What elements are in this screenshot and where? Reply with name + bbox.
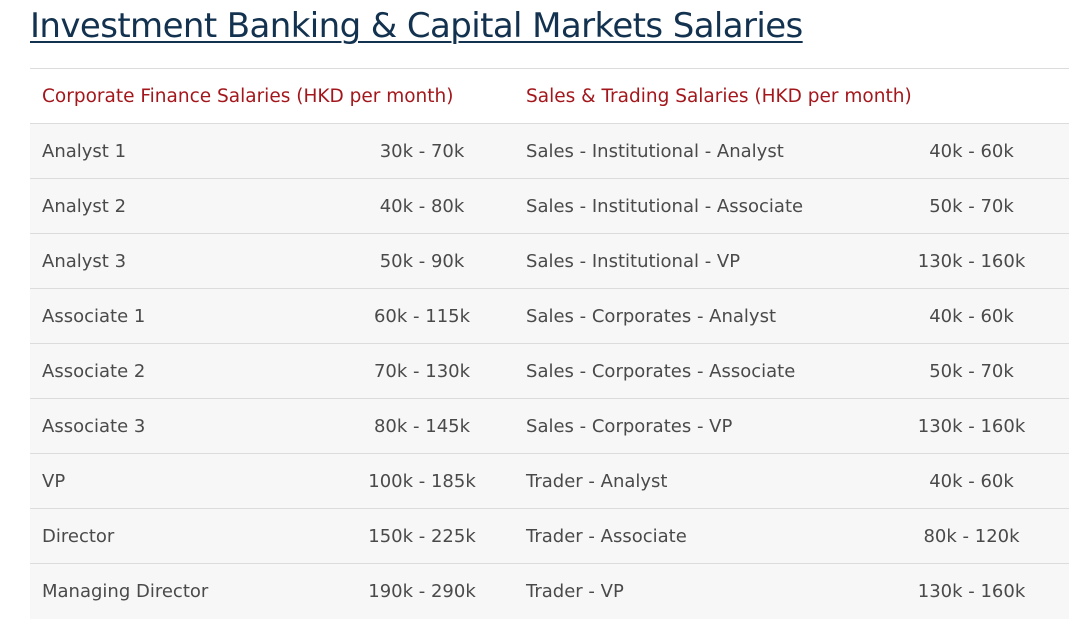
salary-table: Corporate Finance Salaries (HKD per mont…: [30, 68, 1070, 619]
st-range-cell: 40k - 60k: [929, 305, 1014, 327]
st-role-cell: Sales - Corporates - Analyst: [526, 305, 777, 327]
cf-role-cell: Analyst 3: [42, 250, 127, 272]
cf-role-cell: Associate 2: [42, 360, 146, 382]
cf-range-cell: 40k - 80k: [379, 195, 465, 217]
st-range-cell: 130k - 160k: [917, 580, 1026, 602]
cf-role-cell: Analyst 2: [42, 195, 127, 217]
st-range-cell: 50k - 70k: [929, 360, 1014, 382]
st-role-cell: Trader - Associate: [526, 525, 687, 547]
cf-range-cell: 30k - 70k: [379, 140, 465, 162]
st-role-cell: Sales - Corporates - Associate: [526, 360, 796, 382]
cf-range-cell: 60k - 115k: [373, 305, 471, 327]
cf-role-cell: VP: [42, 470, 66, 492]
cf-range-cell: 70k - 130k: [373, 360, 471, 382]
st-range-cell: 130k - 160k: [917, 250, 1026, 272]
cf-role-cell: Associate 1: [42, 305, 146, 327]
table-row: Associate 1 60k - 115k Sales - Corporate…: [30, 288, 1070, 344]
st-range-cell: 40k - 60k: [929, 140, 1014, 162]
st-role-cell: Trader - Analyst: [526, 470, 668, 492]
cf-range-cell: 190k - 290k: [368, 580, 476, 602]
table-row: Analyst 2 40k - 80k Sales - Institutiona…: [30, 178, 1070, 234]
st-range-cell: 130k - 160k: [917, 415, 1026, 437]
cf-range-cell: 80k - 145k: [373, 415, 471, 437]
st-role-cell: Sales - Corporates - VP: [526, 415, 733, 437]
cf-role-cell: Managing Director: [42, 580, 209, 602]
st-range-cell: 80k - 120k: [923, 525, 1020, 547]
st-range-cell: 40k - 60k: [929, 470, 1014, 492]
table-row: Analyst 1 30k - 70k Sales - Institutiona…: [30, 123, 1070, 179]
cf-role-cell: Director: [42, 525, 115, 547]
st-role-cell: Sales - Institutional - VP: [526, 250, 741, 272]
st-role-cell: Sales - Institutional - Analyst: [526, 140, 784, 162]
table-row: Analyst 3 50k - 90k Sales - Institutiona…: [30, 233, 1070, 289]
st-role-cell: Sales - Institutional - Associate: [526, 195, 804, 217]
st-role-cell: Trader - VP: [526, 580, 624, 602]
cf-range-cell: 150k - 225k: [368, 525, 476, 547]
cf-range-cell: 50k - 90k: [379, 250, 465, 272]
table-row: Director 150k - 225k Trader - Associate …: [30, 508, 1070, 564]
cf-role-cell: Associate 3: [42, 415, 146, 437]
cf-range-cell: 100k - 185k: [368, 470, 476, 492]
sales-trading-header: Sales & Trading Salaries (HKD per month): [526, 85, 912, 107]
table-row: Managing Director 190k - 290k Trader - V…: [30, 563, 1070, 619]
cf-role-cell: Analyst 1: [42, 140, 127, 162]
corporate-finance-header: Corporate Finance Salaries (HKD per mont…: [42, 85, 454, 107]
table-row: Associate 2 70k - 130k Sales - Corporate…: [30, 343, 1070, 399]
table-row: Associate 3 80k - 145k Sales - Corporate…: [30, 398, 1070, 454]
table-row: VP 100k - 185k Trader - Analyst 40k - 60…: [30, 453, 1070, 509]
table-header-row: Corporate Finance Salaries (HKD per mont…: [30, 68, 1070, 124]
page-title[interactable]: Investment Banking & Capital Markets Sal…: [30, 6, 803, 46]
st-range-cell: 50k - 70k: [929, 195, 1014, 217]
